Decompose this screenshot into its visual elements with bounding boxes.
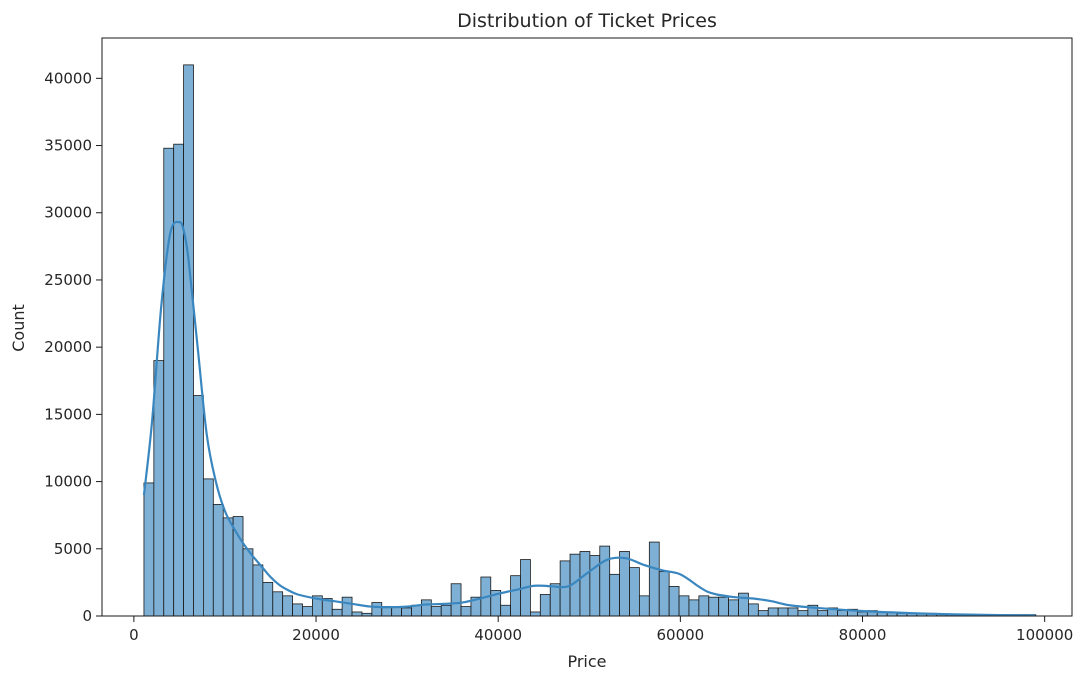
histogram-bar	[183, 64, 194, 617]
histogram-bar	[173, 143, 184, 617]
histogram-bar	[599, 545, 611, 617]
histogram-bar	[530, 611, 541, 617]
histogram-bar	[153, 360, 165, 617]
histogram-bar	[510, 575, 521, 617]
histogram-bar	[450, 583, 462, 617]
chart-title: Distribution of Ticket Prices	[457, 10, 717, 32]
histogram-bar	[401, 607, 412, 617]
y-tick-label: 40000	[44, 69, 92, 87]
histogram-bar	[619, 551, 630, 617]
y-tick-label: 0	[82, 607, 92, 625]
histogram-bar	[163, 147, 175, 617]
bars-layer	[143, 64, 1037, 617]
histogram-bar	[658, 571, 670, 617]
histogram-bar	[292, 603, 303, 617]
histogram-bar	[242, 548, 254, 617]
y-tick-label: 5000	[54, 540, 92, 558]
y-tick-label: 15000	[44, 405, 92, 423]
histogram-bar	[629, 567, 640, 617]
kde-curve	[142, 220, 1036, 617]
histogram-bar	[500, 604, 511, 617]
histogram-bar	[539, 594, 551, 617]
histogram-bar	[559, 560, 571, 617]
histogram-bar	[777, 607, 789, 617]
histogram-bar	[202, 478, 214, 617]
histogram-bar	[430, 606, 442, 617]
y-tick-label: 35000	[44, 137, 92, 155]
y-tick-label: 25000	[44, 271, 92, 289]
histogram-bar	[857, 611, 868, 617]
y-tick-label: 10000	[44, 473, 92, 491]
y-tick-label: 30000	[44, 204, 92, 222]
histogram-bar	[193, 395, 204, 617]
histogram-bar	[708, 596, 720, 617]
histogram-bar	[143, 482, 155, 617]
y-tick-label: 20000	[44, 338, 92, 356]
histogram-bar	[549, 583, 561, 617]
histogram-bar	[688, 599, 700, 617]
histogram-bar	[728, 599, 739, 617]
histogram-bar	[252, 564, 264, 617]
plot-frame	[101, 37, 1073, 617]
histogram-bar	[797, 610, 809, 617]
histogram-bar	[698, 595, 710, 617]
y-axis-ticks: 0 5000 10000 15000 20000 25000 30000 35000 40000	[44, 69, 102, 625]
histogram-bar	[272, 591, 284, 617]
histogram-bar	[718, 596, 730, 617]
histogram-bar	[351, 611, 363, 617]
histogram-bar	[639, 595, 650, 617]
histogram-bar	[648, 541, 660, 617]
histogram-bar	[341, 596, 353, 617]
histogram-bar	[421, 599, 432, 617]
x-tick-label: 0	[129, 626, 139, 644]
x-axis-label: Price	[567, 652, 606, 671]
histogram-bar	[668, 586, 680, 617]
histogram-bar	[222, 517, 234, 617]
histogram-bar	[609, 573, 620, 617]
histogram-bar	[579, 551, 591, 617]
x-tick-label: 20000	[292, 626, 340, 644]
histogram-bar	[817, 610, 829, 617]
histogram-bar	[757, 610, 769, 617]
x-tick-label: 100000	[1016, 626, 1073, 644]
x-tick-label: 40000	[474, 626, 522, 644]
histogram-bar	[767, 607, 779, 617]
histogram-bar	[302, 606, 313, 617]
histogram-bar	[331, 608, 343, 617]
histogram-bar	[837, 610, 848, 617]
histogram-bar	[678, 595, 690, 617]
x-axis-ticks: 0 20000 40000 60000 80000 100000	[129, 616, 1073, 644]
histogram-bar	[787, 607, 799, 617]
histogram-bar	[440, 604, 452, 617]
histogram-bar	[212, 504, 224, 617]
histogram-bar	[371, 602, 383, 617]
histogram-bar	[460, 606, 472, 617]
x-tick-label: 60000	[656, 626, 704, 644]
y-axis-label: Count	[9, 304, 28, 352]
x-tick-label: 80000	[839, 626, 887, 644]
histogram-bar	[262, 581, 274, 617]
histogram-bar	[282, 595, 293, 617]
histogram-bar	[748, 603, 759, 617]
